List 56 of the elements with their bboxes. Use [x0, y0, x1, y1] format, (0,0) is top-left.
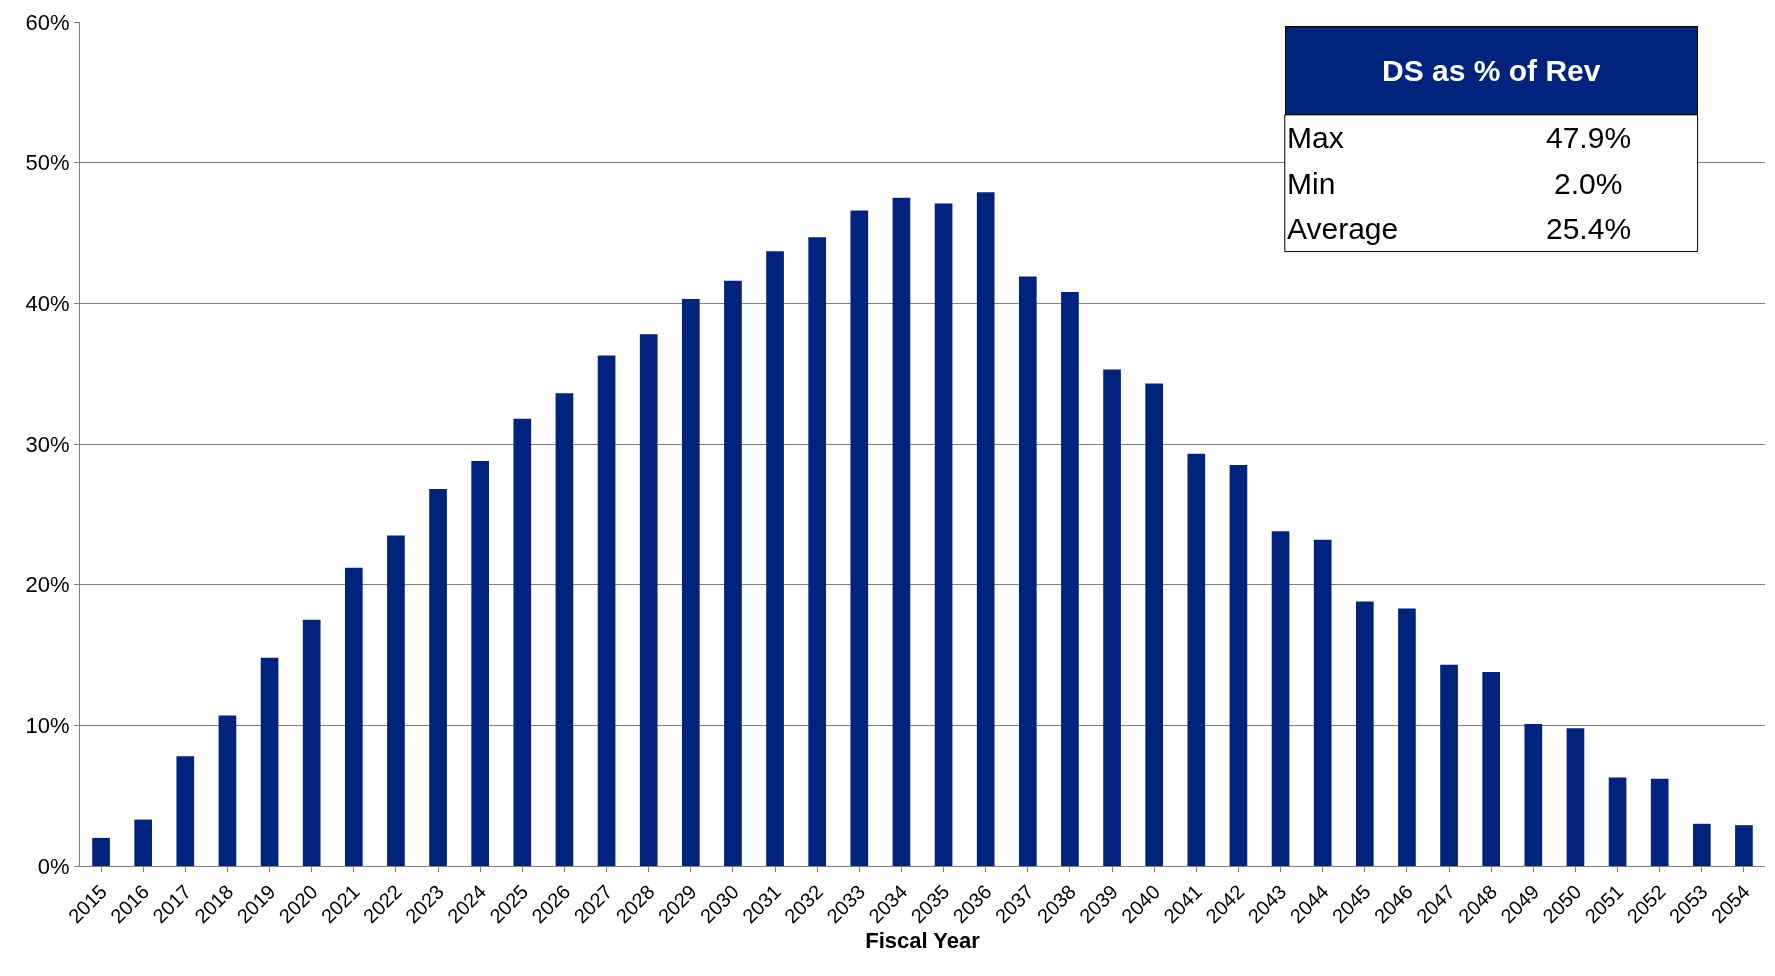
bar — [934, 203, 953, 866]
bar — [724, 280, 742, 866]
bar — [1650, 778, 1669, 866]
annotation: 2.0% — [1554, 167, 1623, 200]
annotation: Average — [1287, 212, 1399, 245]
bar — [892, 197, 911, 866]
y-tick-label: 60% — [25, 9, 70, 35]
bar — [808, 237, 827, 866]
bar — [471, 460, 490, 866]
bar — [976, 192, 995, 866]
bar — [597, 355, 616, 866]
bar — [1440, 664, 1458, 866]
annotation: Min — [1287, 167, 1336, 200]
bar — [1355, 601, 1374, 866]
bar — [555, 393, 574, 866]
bar — [218, 715, 237, 866]
bar — [1271, 531, 1290, 866]
y-tick-label: 40% — [25, 291, 70, 317]
annotation: Max — [1287, 121, 1344, 154]
bar — [387, 535, 405, 866]
bar — [1145, 383, 1164, 866]
x-axis-title: Fiscal Year — [865, 928, 981, 954]
y-tick-label: 10% — [25, 713, 70, 739]
y-tick-label: 30% — [25, 431, 70, 457]
annotation: 25.4% — [1546, 212, 1632, 245]
bar — [1313, 539, 1332, 866]
bar — [1187, 453, 1206, 866]
bar — [1103, 369, 1121, 866]
bar — [1524, 723, 1543, 866]
bar — [429, 489, 447, 866]
bar — [639, 334, 658, 866]
bar — [1229, 465, 1248, 866]
bar — [1061, 292, 1079, 866]
bar — [344, 567, 363, 866]
annotation: 47.9% — [1546, 121, 1632, 154]
bar — [513, 418, 532, 866]
bar — [260, 657, 279, 866]
bar — [1018, 276, 1037, 866]
bar — [1482, 671, 1501, 866]
bar — [1398, 608, 1416, 866]
bar — [1608, 777, 1627, 866]
y-tick-label: 50% — [25, 150, 70, 176]
bar — [92, 837, 110, 866]
y-tick-label: 0% — [37, 853, 70, 879]
table-header: DS as % of Rev — [1285, 26, 1698, 115]
bar — [134, 819, 153, 866]
bar — [1735, 825, 1753, 866]
y-tick-label: 20% — [25, 572, 70, 598]
bar — [302, 619, 321, 866]
bar — [850, 210, 869, 866]
bar — [681, 299, 700, 866]
annotation: DS as % of Rev — [1382, 53, 1601, 87]
bar — [1566, 728, 1585, 866]
bar — [176, 756, 195, 866]
bar — [1692, 823, 1711, 866]
bar — [766, 251, 784, 866]
